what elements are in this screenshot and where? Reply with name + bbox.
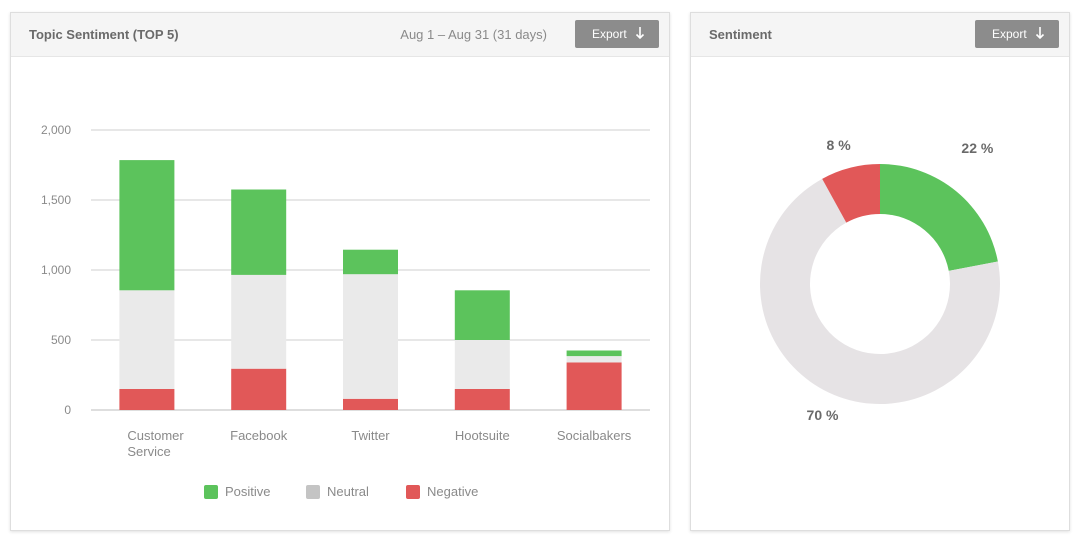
bar-segment-negative[interactable]	[231, 368, 287, 410]
donut-slice-neutral[interactable]	[760, 178, 1000, 404]
slice-label: 70 %	[807, 407, 839, 423]
y-tick-label: 2,000	[41, 123, 71, 137]
slice-label: 22 %	[961, 140, 993, 156]
sentiment-header: Sentiment Export	[691, 13, 1069, 57]
topic-sentiment-panel: Topic Sentiment (TOP 5) Aug 1 – Aug 31 (…	[10, 12, 670, 531]
export-button-label: Export	[992, 27, 1027, 41]
bar-segment-neutral[interactable]	[566, 356, 622, 363]
donut-slice-negative[interactable]	[822, 164, 880, 223]
bar-segment-positive[interactable]	[566, 350, 622, 357]
x-tick-label: Hootsuite	[455, 428, 510, 443]
legend-label: Positive	[225, 484, 271, 499]
x-tick-label: Socialbakers	[557, 428, 632, 443]
export-button[interactable]: Export	[575, 20, 659, 48]
bar-segment-positive[interactable]	[343, 249, 398, 275]
bar-segment-negative[interactable]	[343, 398, 398, 410]
y-tick-label: 1,500	[41, 193, 71, 207]
bar-segment-negative[interactable]	[119, 389, 175, 410]
bar-segment-positive[interactable]	[454, 290, 510, 340]
topic-sentiment-header: Topic Sentiment (TOP 5) Aug 1 – Aug 31 (…	[11, 13, 669, 57]
legend-swatch	[306, 485, 320, 499]
x-tick-label: Twitter	[351, 428, 390, 443]
y-tick-label: 1,000	[41, 263, 71, 277]
panel-title: Sentiment	[709, 27, 772, 42]
arrow-down-icon	[635, 27, 645, 40]
sentiment-donut-chart: 22 % 70 % 8 %	[760, 137, 1000, 423]
legend-swatch	[204, 485, 218, 499]
export-button[interactable]: Export	[975, 20, 1059, 48]
bar-segment-neutral[interactable]	[343, 274, 398, 399]
bar-segment-neutral[interactable]	[231, 274, 287, 369]
bar-segment-negative[interactable]	[454, 389, 510, 410]
date-range-label[interactable]: Aug 1 – Aug 31 (31 days)	[400, 27, 547, 42]
y-tick-label: 500	[51, 333, 71, 347]
bar-segment-negative[interactable]	[566, 362, 622, 410]
legend-swatch	[406, 485, 420, 499]
chart-legend: Positive Neutral Negative	[11, 483, 669, 503]
export-button-label: Export	[592, 27, 627, 41]
x-tick-label: Facebook	[230, 428, 288, 443]
bar-segment-positive[interactable]	[119, 160, 175, 291]
arrow-down-icon	[1035, 27, 1045, 40]
bar-segment-neutral[interactable]	[119, 290, 175, 389]
legend-label: Neutral	[327, 484, 369, 499]
panel-title: Topic Sentiment (TOP 5)	[29, 27, 179, 42]
slice-label: 8 %	[827, 137, 852, 153]
bar-segment-positive[interactable]	[231, 189, 287, 275]
stacked-bar-chart: 0 500 1,000 1,500 2,000 Customer Service Facebo…	[41, 123, 650, 459]
donut-slice-positive[interactable]	[880, 164, 998, 271]
legend-label: Negative	[427, 484, 479, 499]
bar-segment-neutral[interactable]	[454, 340, 510, 389]
y-tick-label: 0	[64, 403, 71, 417]
x-tick-label: Customer Service	[127, 428, 184, 459]
sentiment-panel: Sentiment Export 22 % 70 % 8 %	[690, 12, 1070, 531]
